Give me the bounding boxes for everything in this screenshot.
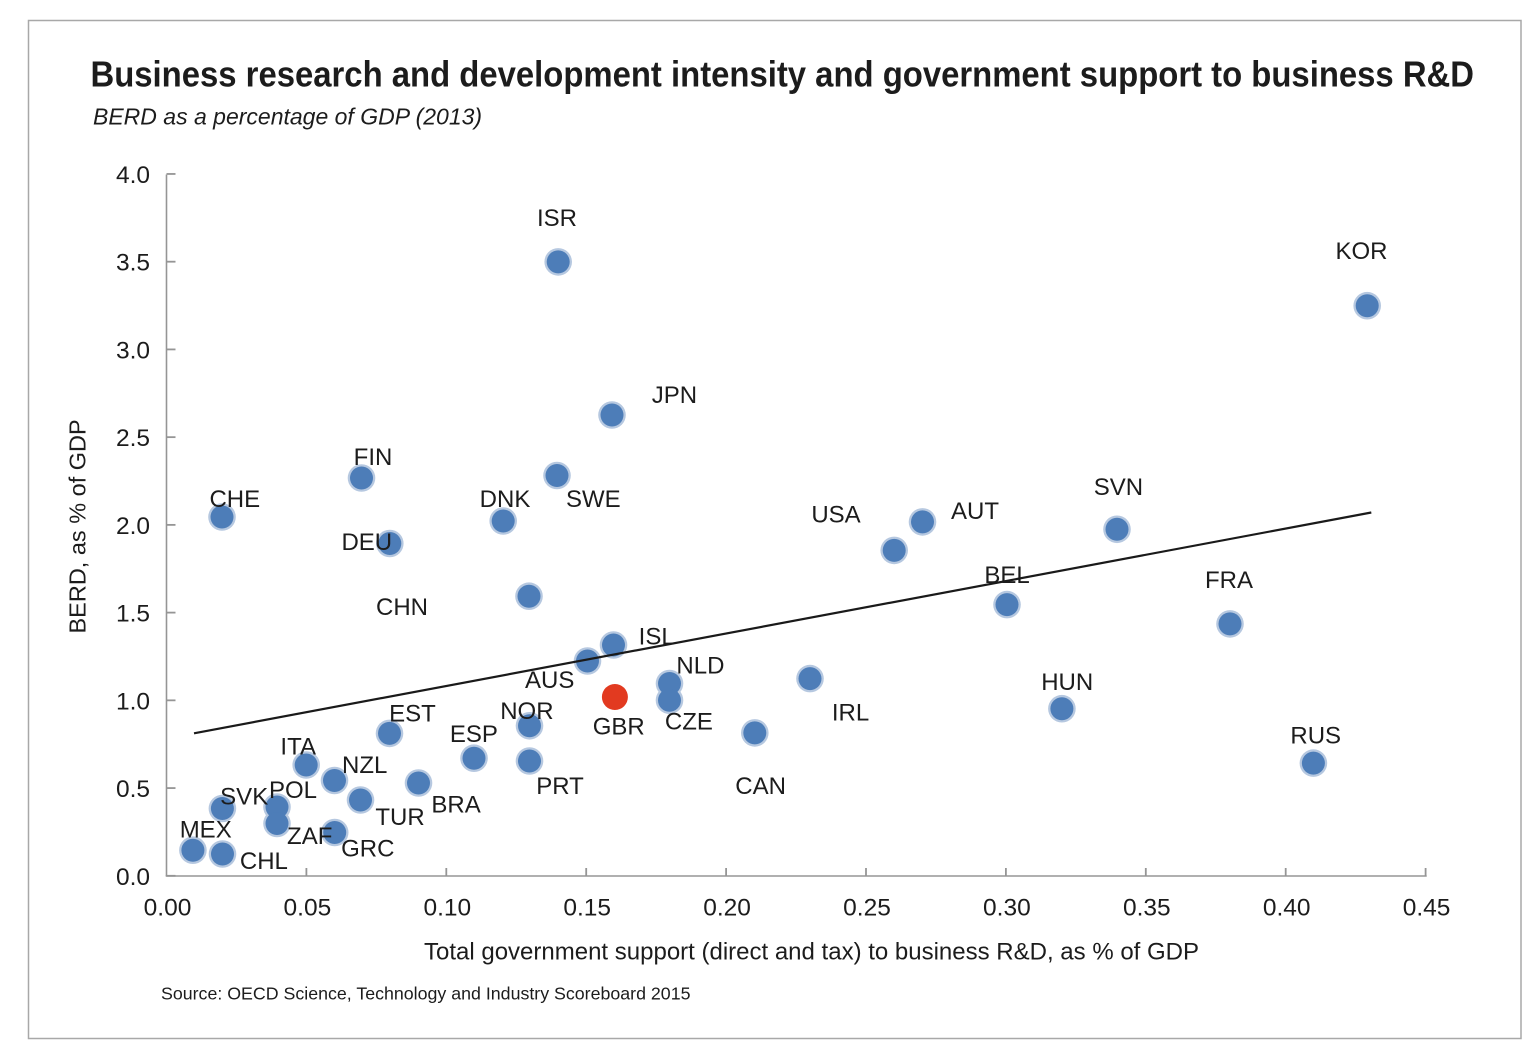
svg-text:CHL: CHL [240,848,288,875]
svg-text:DEU: DEU [341,529,392,556]
svg-text:PRT: PRT [536,773,584,800]
svg-text:Business research and developm: Business research and development intens… [91,55,1474,95]
svg-text:SVK: SVK [220,784,268,811]
svg-text:TUR: TUR [375,804,424,831]
svg-text:0.25: 0.25 [843,895,891,922]
svg-text:NZL: NZL [342,752,387,779]
svg-text:FIN: FIN [354,444,393,471]
svg-text:BERD as a percentage of GDP (2: BERD as a percentage of GDP (2013) [93,104,482,130]
svg-text:IRL: IRL [832,700,869,727]
svg-text:3.0: 3.0 [116,337,150,364]
svg-text:0.40: 0.40 [1263,895,1311,922]
svg-text:AUT: AUT [951,498,999,525]
svg-text:0.0: 0.0 [116,864,150,891]
svg-text:GBR: GBR [593,714,645,741]
svg-text:USA: USA [811,502,860,529]
svg-text:3.5: 3.5 [116,250,150,277]
svg-text:ISL: ISL [639,624,675,651]
svg-text:RUS: RUS [1290,723,1341,750]
svg-text:0.30: 0.30 [983,895,1031,922]
svg-text:KOR: KOR [1335,238,1387,265]
svg-text:BEL: BEL [984,562,1029,589]
svg-text:SWE: SWE [566,486,621,513]
svg-text:AUS: AUS [525,667,574,694]
svg-text:CZE: CZE [665,709,713,736]
svg-text:DNK: DNK [480,486,531,513]
svg-text:2.5: 2.5 [116,425,150,452]
svg-text:2.0: 2.0 [116,513,150,540]
svg-text:SVN: SVN [1094,474,1143,501]
svg-text:Source: OECD Science, Technolo: Source: OECD Science, Technology and Ind… [161,984,691,1004]
svg-text:0.20: 0.20 [703,895,751,922]
svg-text:NLD: NLD [676,653,724,680]
svg-text:CHE: CHE [209,486,260,513]
svg-text:0.35: 0.35 [1123,895,1171,922]
svg-text:ESP: ESP [450,721,498,748]
svg-text:POL: POL [269,777,317,804]
svg-text:1.5: 1.5 [116,601,150,628]
svg-text:CHN: CHN [376,594,428,621]
svg-text:HUN: HUN [1041,669,1093,696]
svg-text:Total government support (dire: Total government support (direct and tax… [424,939,1199,966]
svg-text:0.10: 0.10 [423,895,471,922]
svg-text:1.0: 1.0 [116,688,150,715]
svg-text:MEX: MEX [180,817,232,844]
svg-text:NOR: NOR [500,698,553,725]
svg-text:0.05: 0.05 [284,895,332,922]
svg-text:4.0: 4.0 [116,162,150,189]
svg-text:GRC: GRC [341,836,394,863]
svg-text:0.15: 0.15 [563,895,611,922]
svg-text:FRA: FRA [1205,567,1253,594]
svg-text:0.5: 0.5 [116,776,150,803]
svg-text:0.00: 0.00 [144,895,192,922]
svg-text:JPN: JPN [652,382,697,409]
svg-text:BERD, as % of GDP: BERD, as % of GDP [65,419,91,633]
svg-text:ISR: ISR [537,205,577,232]
svg-text:CAN: CAN [735,773,786,800]
svg-text:BRA: BRA [431,792,480,819]
svg-text:ITA: ITA [280,734,316,761]
svg-text:0.45: 0.45 [1403,895,1451,922]
svg-text:EST: EST [389,701,436,728]
svg-text:ZAF: ZAF [287,823,332,850]
